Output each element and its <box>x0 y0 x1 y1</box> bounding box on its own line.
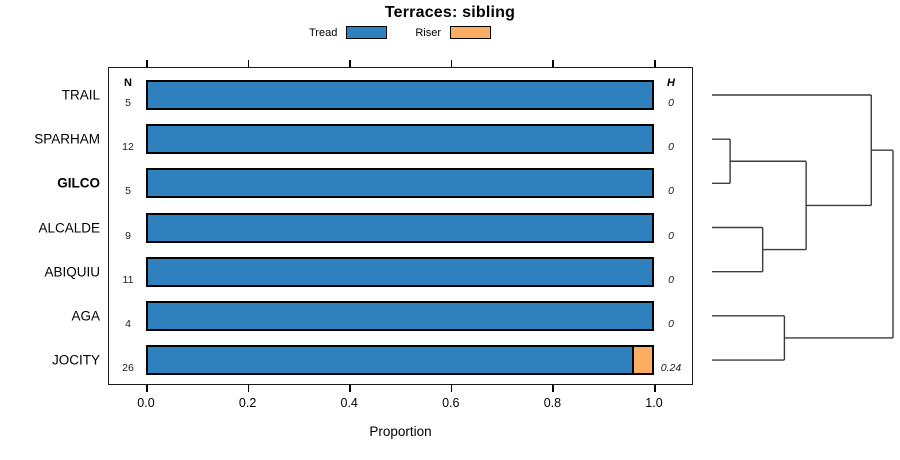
axis-tick-label: 0.4 <box>340 396 358 410</box>
axis-tick <box>450 60 453 67</box>
n-value: 26 <box>122 362 134 375</box>
row-label: ALCALDE <box>38 220 100 235</box>
n-column-header: N <box>124 77 132 89</box>
axis-tick <box>146 385 148 392</box>
axis-tick <box>552 385 554 392</box>
row-label: ABIQUIU <box>44 264 100 280</box>
bar-tread <box>146 212 654 243</box>
h-value: 0 <box>668 185 674 198</box>
row-label: JOCITY <box>51 352 100 368</box>
axis-tick <box>450 385 453 392</box>
n-value: 9 <box>125 229 131 242</box>
h-value: 0 <box>668 229 674 242</box>
axis-tick <box>654 60 656 67</box>
n-value: 5 <box>125 185 131 198</box>
h-value: 0 <box>668 273 674 286</box>
h-value: 0 <box>668 141 674 154</box>
h-value: 0 <box>668 317 674 330</box>
axis-tick <box>349 60 351 67</box>
n-value: 11 <box>122 273 134 286</box>
axis-tick-label: 0.2 <box>238 396 257 410</box>
axis-tick <box>552 60 554 67</box>
bar-tread <box>146 345 654 376</box>
bar-tread <box>146 168 654 199</box>
axis-tick-label: 0.6 <box>442 396 460 410</box>
axis-tick <box>247 60 250 67</box>
legend-label: Tread <box>309 26 338 39</box>
axis-tick-label: 0.0 <box>137 396 155 410</box>
n-value: 5 <box>125 97 131 109</box>
axis-tick-label: 0.8 <box>543 396 562 410</box>
axis-tick <box>349 385 351 392</box>
legend-swatch <box>450 26 491 39</box>
bar-tread <box>146 256 654 287</box>
bar-tread <box>146 300 654 331</box>
legend: Tread Riser <box>100 26 700 39</box>
legend-item: Riser <box>415 26 491 39</box>
x-axis-title: Proportion <box>369 424 432 439</box>
n-value: 4 <box>125 317 131 330</box>
h-value: 0.24 <box>660 362 682 375</box>
axis-tick <box>654 385 656 392</box>
chart-title: Terraces: sibling <box>384 4 516 21</box>
n-value: 12 <box>122 141 134 154</box>
axis-tick <box>247 385 250 392</box>
bar-tread <box>146 124 654 155</box>
row-label: AGA <box>71 308 100 324</box>
axis-tick-label: 1.0 <box>645 396 663 410</box>
axis-tick <box>146 60 148 67</box>
legend-label: Riser <box>415 26 441 39</box>
row-label: TRAIL <box>61 87 100 103</box>
h-value: 0 <box>668 97 674 109</box>
legend-item: Tread <box>309 26 388 39</box>
h-column-header: H <box>667 77 675 89</box>
legend-swatch <box>346 26 388 39</box>
row-label: SPARHAM <box>34 131 100 147</box>
bar-riser <box>631 347 652 374</box>
bar-tread <box>146 80 654 110</box>
row-label: GILCO <box>57 175 100 191</box>
